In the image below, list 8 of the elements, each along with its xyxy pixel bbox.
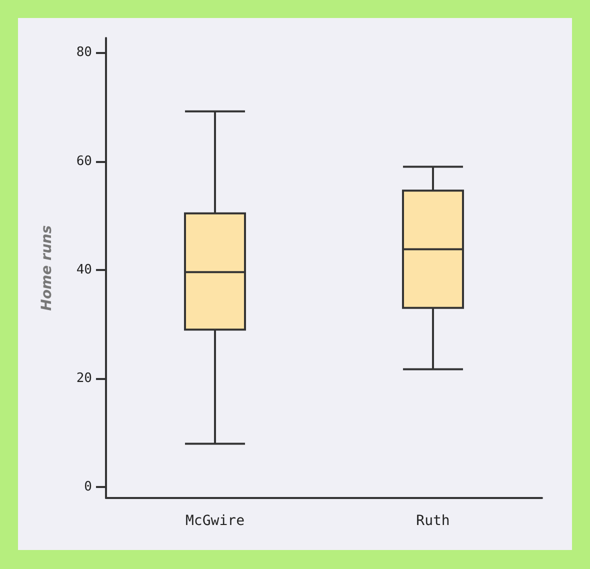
y-axis-title: Home runs <box>39 225 55 311</box>
y-tick-label: 80 <box>76 45 92 60</box>
y-tick-label: 60 <box>76 154 92 169</box>
x-tick-label: McGwire <box>185 513 245 529</box>
x-tick-label: Ruth <box>416 513 450 529</box>
y-tick-label: 20 <box>76 371 92 386</box>
y-tick-label: 0 <box>84 480 92 495</box>
y-tick-label: 40 <box>76 262 92 278</box>
